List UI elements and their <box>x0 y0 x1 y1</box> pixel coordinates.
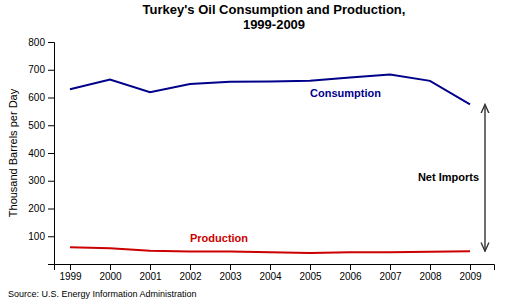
x-tick: 2000 <box>99 264 122 282</box>
y-tick: 400 <box>28 148 54 159</box>
chart-title: Turkey's Oil Consumption and Production,… <box>143 2 406 32</box>
y-tick-mark <box>48 236 54 237</box>
x-tick: 2005 <box>299 264 322 282</box>
x-tick-label: 2008 <box>419 271 442 282</box>
x-tick-mark <box>350 264 351 270</box>
chart-title-line: 1999-2009 <box>243 17 305 32</box>
chart-svg: 1999200020012002200320042005200620072008… <box>0 0 508 302</box>
y-tick-label: 700 <box>28 64 45 75</box>
y-tick-label: 300 <box>28 175 45 186</box>
x-tick-label: 2000 <box>99 271 122 282</box>
x-tick-label: 2002 <box>179 271 202 282</box>
x-tick-mark <box>430 264 431 270</box>
x-tick: 2004 <box>259 264 282 282</box>
x-tick-mark <box>470 264 471 270</box>
y-tick-mark <box>48 153 54 154</box>
y-tick: 100 <box>28 231 54 242</box>
y-tick: 700 <box>28 64 54 75</box>
y-tick-mark <box>48 181 54 182</box>
series-line <box>70 74 470 104</box>
x-axis: 1999 2000 2001 2002 2003 2004 2005 2006 2007 2008… <box>55 264 495 282</box>
x-tick: 1999 <box>59 264 82 282</box>
x-tick-label: 2006 <box>339 271 362 282</box>
x-tick-label: 1999 <box>59 271 82 282</box>
y-tick-mark <box>48 98 54 99</box>
y-tick-label: 200 <box>28 203 45 214</box>
x-tick-label: 2007 <box>379 271 402 282</box>
x-tick-label: 2001 <box>139 271 162 282</box>
series-line <box>70 247 470 253</box>
net-imports-arrow <box>484 104 485 251</box>
y-tick-mark <box>48 42 54 43</box>
line-labels: Consumption Production <box>190 87 381 244</box>
chart-title-line: Turkey's Oil Consumption and Production, <box>143 2 406 17</box>
y-tick-label: 500 <box>28 120 45 131</box>
plot-area <box>70 74 470 252</box>
x-tick: 2008 <box>419 264 442 282</box>
y-tick: 800 <box>28 37 54 48</box>
x-tick-label: 2005 <box>299 271 322 282</box>
x-tick: 2009 <box>459 264 482 282</box>
x-tick: 2003 <box>219 264 242 282</box>
series-label: Consumption <box>310 87 381 99</box>
x-tick-mark <box>230 264 231 270</box>
source-note: Source: U.S. Energy Information Administ… <box>8 289 197 299</box>
x-tick: 2002 <box>179 264 202 282</box>
x-tick-label: 2009 <box>459 271 482 282</box>
x-tick: 2007 <box>379 264 402 282</box>
y-axis-line <box>48 43 55 265</box>
x-tick-label: 2004 <box>259 271 282 282</box>
y-tick-label: 800 <box>28 37 45 48</box>
y-axis: 100 200 300 400 500 600 700 800 <box>28 37 54 265</box>
x-tick-mark <box>70 264 71 270</box>
x-tick: 2001 <box>139 264 162 282</box>
x-tick-mark <box>270 264 271 270</box>
chart-container: 1999200020012002200320042005200620072008… <box>0 0 508 302</box>
y-tick-mark <box>48 125 54 126</box>
y-tick-label: 100 <box>28 231 45 242</box>
y-tick-mark <box>48 70 54 71</box>
y-axis-title: Thousand Barrels per Day <box>7 88 19 217</box>
x-tick-mark <box>190 264 191 270</box>
y-tick-label: 600 <box>28 92 45 103</box>
x-axis-line <box>55 265 495 271</box>
y-tick-label: 400 <box>28 148 45 159</box>
x-tick: 2006 <box>339 264 362 282</box>
x-tick-mark <box>110 264 111 270</box>
y-tick: 600 <box>28 92 54 103</box>
x-tick-mark <box>310 264 311 270</box>
y-tick: 300 <box>28 175 54 186</box>
x-tick-mark <box>150 264 151 270</box>
x-tick-mark <box>390 264 391 270</box>
annotation: Net Imports <box>418 171 479 183</box>
x-tick-label: 2003 <box>219 271 242 282</box>
y-tick-mark <box>48 209 54 210</box>
y-tick: 200 <box>28 203 54 214</box>
y-tick: 500 <box>28 120 54 131</box>
series-label: Production <box>190 232 248 244</box>
